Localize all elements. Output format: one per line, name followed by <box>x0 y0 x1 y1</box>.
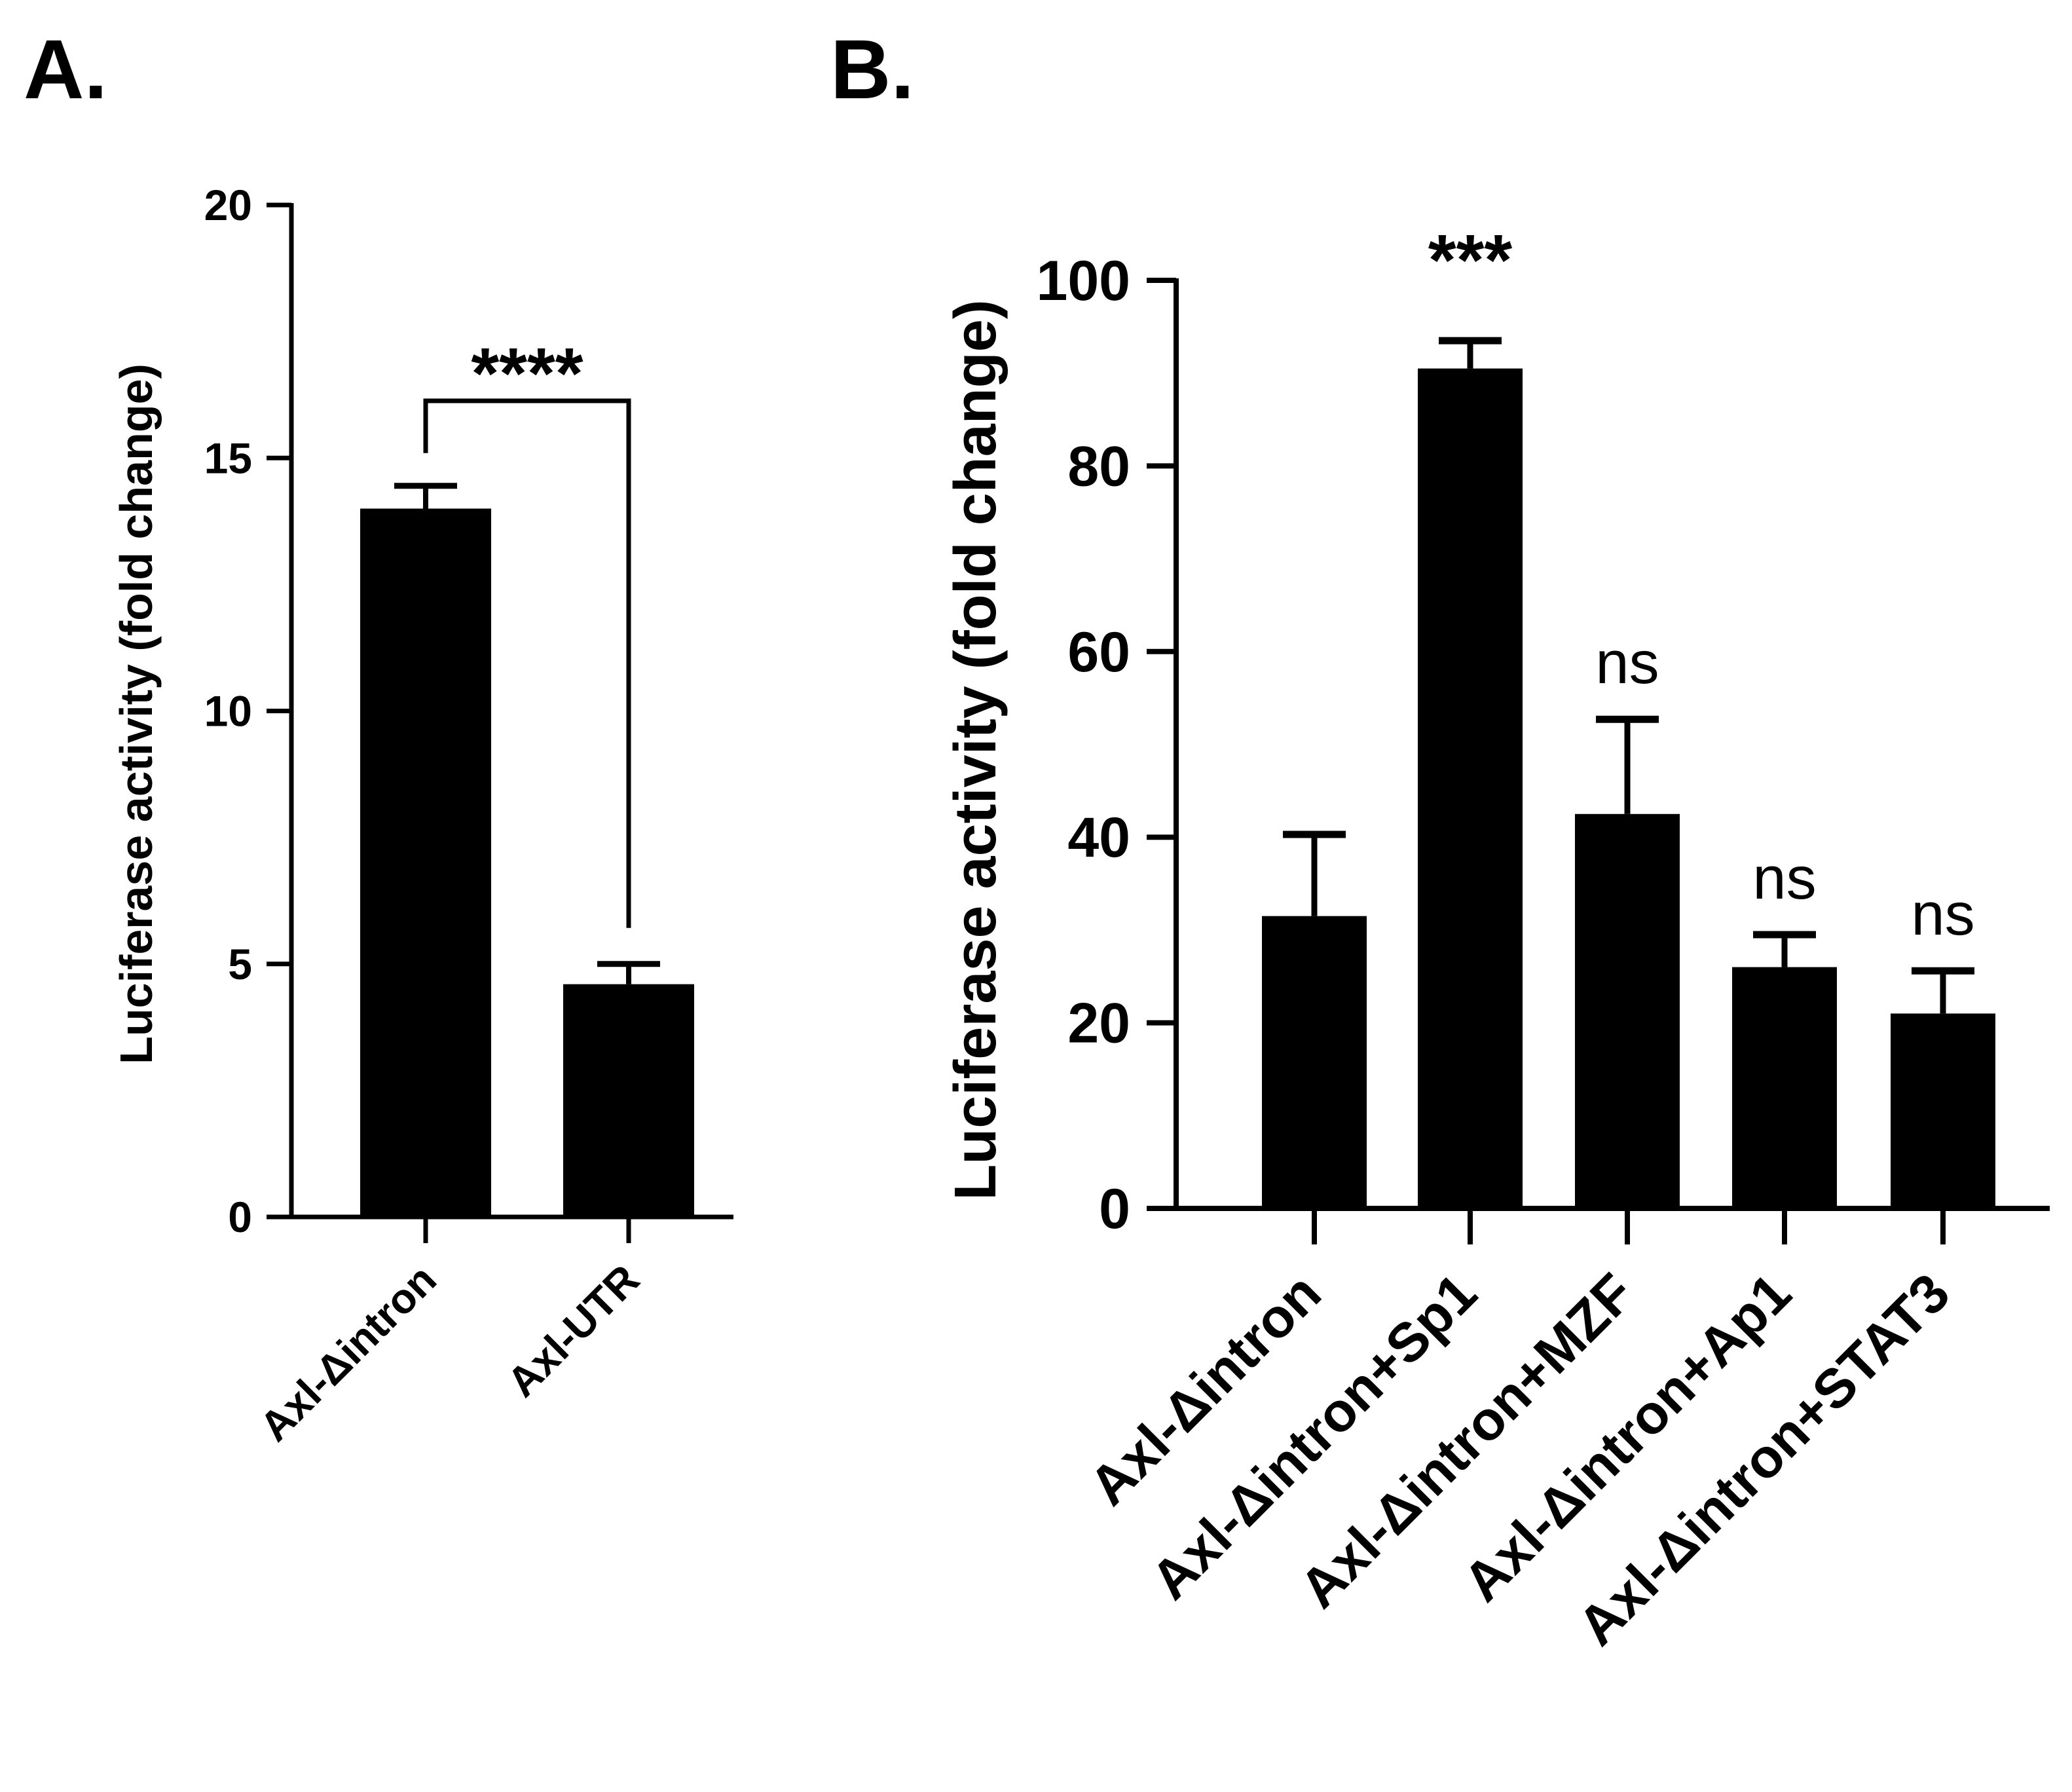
panel-a-bar <box>360 508 491 1217</box>
panel-a-bar <box>563 984 694 1217</box>
panel-b-y-tick-label: 20 <box>1067 992 1130 1055</box>
panel-a-x-tick-label: Axl-UTR <box>498 1256 648 1406</box>
panel-b-bar <box>1732 967 1837 1208</box>
panel-a: A. Luciferase activity (fold change) 0 5 1… <box>24 23 733 1450</box>
panel-b-annotation: ns <box>1752 845 1816 912</box>
panel-a-significance-label: **** <box>471 333 583 414</box>
panel-b-bar <box>1262 916 1367 1208</box>
panel-b-annotation: ns <box>1595 629 1659 696</box>
panel-b: B. Luciferase activity (fold change) 0 20… <box>830 23 2050 1657</box>
panel-b-bar <box>1575 813 1680 1208</box>
panel-a-y-axis-label: Luciferase activity (fold change) <box>111 364 162 1064</box>
panel-b-y-tick-label: 0 <box>1099 1178 1130 1241</box>
panel-b-annotation: ns <box>1911 881 1974 948</box>
panel-b-y-tick-label: 80 <box>1067 435 1130 498</box>
panel-b-y-axis-label: Luciferase activity (fold change) <box>943 299 1008 1200</box>
panel-b-bar <box>1891 1013 1995 1208</box>
panel-a-y-tick-label: 0 <box>228 1193 252 1241</box>
panel-b-annotation: *** <box>1428 220 1513 301</box>
panel-a-label: A. <box>24 23 107 117</box>
panel-a-x-tick-label: Axl-Δintron <box>251 1256 445 1450</box>
panel-b-label: B. <box>830 23 914 117</box>
panel-a-y-tick-label: 10 <box>204 687 252 736</box>
panel-a-significance-bracket <box>423 398 631 928</box>
panel-a-y-tick-label: 15 <box>204 434 252 482</box>
panel-a-plot: 0 5 10 15 20 Axl-Δintron Axl-UTR **** <box>204 181 733 1450</box>
panel-b-y-tick-label: 60 <box>1067 621 1130 684</box>
panel-b-bar <box>1418 368 1523 1208</box>
panel-b-plot: 020406080100Axl-ΔintronAxl-Δintron+Sp1**… <box>1037 220 2050 1657</box>
panel-a-y-tick-label: 20 <box>204 181 252 229</box>
panel-b-y-tick-label: 40 <box>1067 806 1130 869</box>
panel-a-y-tick-label: 5 <box>228 940 252 988</box>
panel-b-y-tick-label: 100 <box>1037 250 1131 312</box>
